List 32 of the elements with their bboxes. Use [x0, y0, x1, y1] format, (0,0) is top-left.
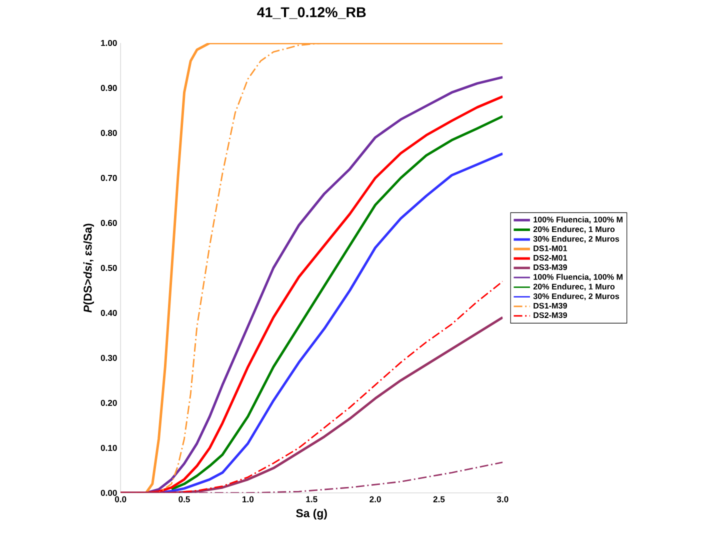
y-tick-label: 0.90: [100, 84, 117, 91]
legend-label: 100% Fluencia, 100% M: [534, 216, 622, 224]
legend-label: DS2-M01: [534, 254, 568, 260]
legend-label: 20% Endurec, 1 Muro: [533, 226, 615, 234]
legend-label: DS1-M39: [534, 302, 567, 308]
legend-label: 30% Endurec, 2 Muros: [533, 293, 620, 300]
y-tick-label: 0.20: [100, 400, 117, 406]
x-tick-label: 1.5: [306, 496, 318, 502]
y-tick-label: 0.50: [100, 264, 117, 271]
x-tick-label: 1.0: [242, 496, 254, 502]
legend-label: DS2-M39: [534, 312, 567, 318]
legend-label: DS3-M39: [534, 264, 567, 270]
x-tick-label: 0.0: [114, 496, 126, 502]
chart-title: 41_T_0.12%_RB: [257, 6, 366, 19]
x-tick-label: 0.5: [178, 496, 190, 502]
y-tick-label: 0.00: [100, 490, 117, 496]
x-axis-title: Sa (g): [296, 508, 327, 520]
legend-label: 30% Endurec, 2 Muros: [533, 236, 620, 243]
y-axis-title: P(DS>dsi, εs/Sa): [83, 224, 94, 312]
legend-label: 100% Fluencia, 100% M: [534, 274, 622, 281]
x-tick-label: 3.0: [496, 496, 508, 502]
y-tick-label: 0.10: [100, 444, 117, 451]
y-tick-label: 0.30: [100, 354, 117, 361]
legend-label: 20% Endurec, 1 Muro: [533, 283, 615, 290]
y-tick-label: 0.60: [100, 220, 117, 226]
x-tick-label: 2.0: [370, 496, 381, 502]
legend-label: DS1-M01: [534, 245, 568, 252]
x-tick-label: 2.5: [433, 496, 445, 502]
y-tick-label: 0.70: [100, 174, 117, 181]
y-tick-label: 0.40: [100, 310, 117, 316]
y-tick-label: 1.00: [101, 40, 117, 46]
y-tick-label: 0.80: [100, 130, 117, 136]
